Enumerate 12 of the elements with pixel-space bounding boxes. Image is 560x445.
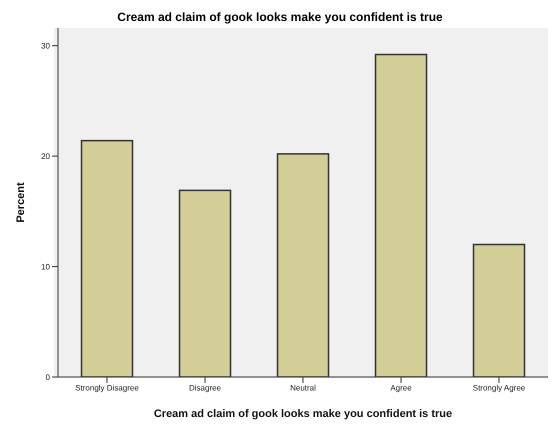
- x-tick-label: Agree: [390, 384, 412, 393]
- y-axis-title: Percent: [14, 182, 27, 223]
- x-tick-label: Neutral: [290, 384, 316, 393]
- x-axis-title: Cream ad claim of gook looks make you confident is true: [154, 408, 452, 420]
- y-tick-label: 20: [41, 152, 51, 161]
- x-tick-label: Strongly Disagree: [75, 384, 140, 393]
- y-tick-label: 30: [41, 42, 51, 51]
- y-tick-label: 10: [41, 262, 51, 272]
- y-tick-label: 0: [46, 372, 51, 382]
- chart-title: Cream ad claim of gook looks make you confident is true: [116, 9, 444, 26]
- x-tick-label: Disagree: [188, 384, 222, 393]
- x-tick-label: Strongly Agree: [472, 384, 526, 393]
